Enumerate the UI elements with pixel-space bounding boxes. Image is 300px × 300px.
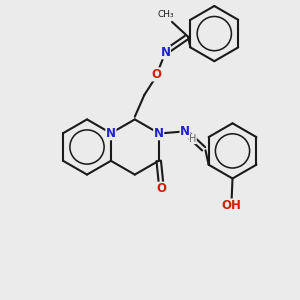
Text: H: H xyxy=(189,134,197,144)
Text: O: O xyxy=(152,68,161,81)
Text: O: O xyxy=(156,182,166,195)
Text: N: N xyxy=(180,125,190,138)
Text: N: N xyxy=(160,46,170,59)
Text: OH: OH xyxy=(222,199,242,212)
Text: N: N xyxy=(106,127,116,140)
Text: N: N xyxy=(154,127,164,140)
Text: CH₃: CH₃ xyxy=(158,10,174,19)
